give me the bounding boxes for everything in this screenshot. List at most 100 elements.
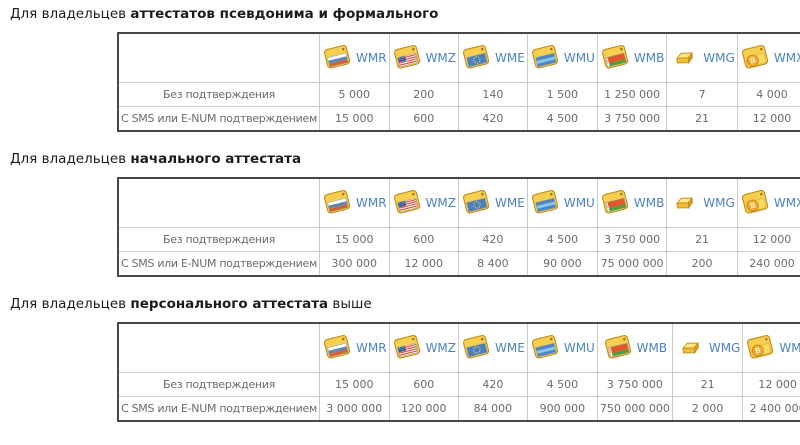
heading-prefix: Для владельцев (10, 151, 131, 167)
limits-table-pseudonym-formal: WMR WMZ WME WMU WMB WMG WMX Без подтверж… (117, 32, 800, 132)
currency-link-wmx[interactable]: WMX (779, 341, 800, 355)
limit-value: 1 500 (526, 82, 598, 107)
column-header-wmg: WMG (666, 32, 738, 83)
heading-bold: начального аттестата (130, 151, 302, 167)
gold-bar-icon (669, 190, 700, 217)
wallet-flag-ukraine-icon (530, 335, 561, 362)
heading-bold: персонального аттестата (130, 296, 329, 312)
limit-value: 15 000 (319, 106, 390, 132)
currency-link-wmu[interactable]: WMU (563, 341, 595, 355)
currency-link-wmb[interactable]: WMB (633, 51, 665, 65)
limit-value: 200 (388, 82, 460, 107)
column-header-wmg: WMG (666, 177, 738, 228)
limit-value: 12 000 (388, 251, 460, 277)
limit-value: 15 000 (319, 227, 390, 252)
wallet-flag-russia-icon (322, 190, 353, 217)
column-header-wmx: WMX (742, 322, 800, 373)
heading-suffix: выше (328, 296, 372, 312)
wallet-bitcoin-icon (740, 190, 771, 217)
wallet-flag-usa-icon (392, 335, 423, 362)
section-heading: Для владельцев персонального аттестата в… (10, 296, 790, 313)
row-label: Без подтверждения (117, 227, 320, 252)
gold-bar-icon (669, 45, 700, 72)
wallet-flag-ukraine-icon (530, 45, 561, 72)
wallet-flag-ukraine-icon (530, 190, 561, 217)
section-initial-certificate: Для владельцев начального аттестата WMR … (10, 151, 800, 277)
column-header-wmr: WMR (319, 177, 390, 228)
limit-value: 12 000 (736, 227, 800, 252)
currency-link-wmr[interactable]: WMR (356, 341, 387, 355)
wallet-flag-usa-icon (392, 45, 423, 72)
limit-value: 600 (388, 372, 460, 397)
header-empty-cell (117, 177, 320, 228)
limit-value: 3 750 000 (596, 227, 668, 252)
limit-value: 3 750 000 (596, 106, 668, 132)
currency-link-wmu[interactable]: WMU (563, 196, 595, 210)
table-row-no-confirmation: Без подтверждения 15 000 600 420 4 500 3… (117, 372, 800, 397)
currency-link-wmb[interactable]: WMB (636, 341, 668, 355)
currency-link-wmx[interactable]: WMX (773, 51, 800, 65)
row-label: Без подтверждения (117, 82, 320, 107)
currency-link-wme[interactable]: WME (495, 341, 525, 355)
limit-value: 3 000 000 (319, 396, 390, 422)
currency-link-wmr[interactable]: WMR (356, 196, 387, 210)
wallet-flag-eu-icon (461, 190, 492, 217)
section-pseudonym-formal: Для владельцев аттестатов псевдонима и ф… (10, 6, 800, 132)
currency-link-wmg[interactable]: WMG (703, 196, 735, 210)
column-header-wme: WME (458, 32, 528, 83)
limit-value: 75 000 000 (596, 251, 668, 277)
limit-value: 420 (458, 227, 528, 252)
limit-value: 1 250 000 (596, 82, 668, 107)
limit-value: 4 500 (526, 227, 598, 252)
currency-link-wmx[interactable]: WMX (773, 196, 800, 210)
row-label: С SMS или E-NUM подтверждением (117, 396, 320, 422)
limit-value: 21 (666, 106, 738, 132)
limit-value: 84 000 (458, 396, 528, 422)
limit-value: 600 (388, 227, 460, 252)
wallet-flag-eu-icon (461, 335, 492, 362)
limit-value: 5 000 (319, 82, 390, 107)
table-row-sms-enum-confirmation: С SMS или E-NUM подтверждением 300 000 1… (117, 251, 800, 277)
limit-value: 120 000 (388, 396, 460, 422)
limit-value: 21 (666, 227, 738, 252)
currency-link-wmr[interactable]: WMR (356, 51, 387, 65)
column-header-wmz: WMZ (388, 32, 460, 83)
currency-link-wmb[interactable]: WMB (633, 196, 665, 210)
limit-value: 2 000 (671, 396, 744, 422)
limit-value: 240 000 (736, 251, 800, 277)
limit-value: 750 000 000 (596, 396, 673, 422)
wallet-flag-russia-icon (322, 335, 353, 362)
wallet-flag-belarus-icon (600, 45, 631, 72)
limit-value: 4 000 (736, 82, 800, 107)
row-label: С SMS или E-NUM подтверждением (117, 106, 320, 132)
limit-value: 12 000 (742, 372, 800, 397)
row-label: Без подтверждения (117, 372, 320, 397)
heading-bold: аттестатов псевдонима и формального (130, 6, 439, 22)
currency-link-wme[interactable]: WME (495, 196, 525, 210)
currency-link-wmu[interactable]: WMU (563, 51, 595, 65)
currency-link-wmz[interactable]: WMZ (425, 196, 457, 210)
currency-link-wmz[interactable]: WMZ (425, 341, 457, 355)
column-header-wmu: WMU (526, 177, 598, 228)
limit-value: 140 (458, 82, 528, 107)
column-header-wmb: WMB (596, 322, 673, 373)
table-row-no-confirmation: Без подтверждения 5 000 200 140 1 500 1 … (117, 82, 800, 107)
currency-link-wmg[interactable]: WMG (703, 51, 735, 65)
wallet-flag-usa-icon (392, 190, 423, 217)
table-header-row: WMR WMZ WME WMU WMB WMG WMX (117, 32, 800, 83)
column-header-wmg: WMG (671, 322, 744, 373)
column-header-wme: WME (458, 177, 528, 228)
limit-value: 420 (458, 372, 528, 397)
limit-value: 300 000 (319, 251, 390, 277)
wallet-bitcoin-icon (745, 335, 776, 362)
heading-prefix: Для владельцев (10, 6, 131, 22)
currency-link-wmg[interactable]: WMG (708, 341, 741, 355)
currency-link-wmz[interactable]: WMZ (425, 51, 457, 65)
wallet-flag-belarus-icon (603, 335, 634, 362)
currency-link-wme[interactable]: WME (495, 51, 525, 65)
column-header-wmx: WMX (736, 32, 800, 83)
limit-value: 21 (671, 372, 744, 397)
column-header-wmx: WMX (736, 177, 800, 228)
limit-value: 900 000 (526, 396, 598, 422)
limits-table-initial-certificate: WMR WMZ WME WMU WMB WMG WMX Без подтверж… (117, 177, 800, 277)
